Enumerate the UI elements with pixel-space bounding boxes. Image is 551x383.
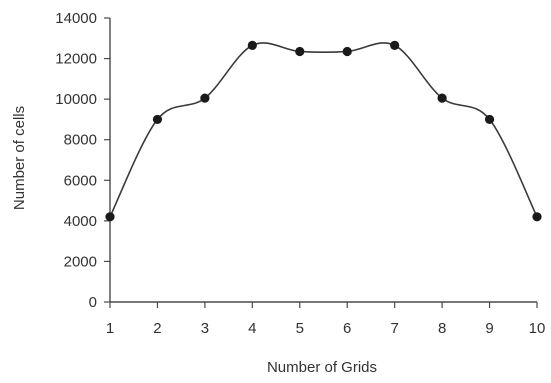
x-tick-label: 1 [106, 320, 114, 337]
x-tick-label: 8 [438, 320, 446, 337]
data-point [200, 93, 210, 103]
data-point [484, 114, 495, 125]
x-axis-title: Number of Grids [267, 359, 377, 376]
series-group [109, 42, 538, 218]
y-axis-title: Number of cells [11, 106, 28, 210]
data-point [247, 40, 257, 50]
y-tick-label: 0 [89, 294, 97, 311]
data-point [437, 93, 447, 103]
y-tick-label: 4000 [64, 213, 97, 230]
data-point [105, 212, 115, 222]
tick-group: 0 2000 4000 6000 8000 10000 12000 14000 1 2 3 4 5 6 7 8… [55, 10, 545, 337]
x-tick-label: 7 [390, 320, 398, 337]
data-point [390, 40, 400, 50]
y-tick-label: 2000 [64, 253, 97, 270]
x-tick-label: 4 [248, 320, 256, 337]
x-tick-label: 5 [296, 320, 304, 337]
y-tick-label: 14000 [55, 10, 97, 27]
data-point [295, 46, 305, 57]
y-tick-label: 10000 [55, 91, 97, 108]
x-tick-label: 6 [343, 320, 351, 337]
data-point [532, 212, 542, 222]
x-tick-label: 3 [201, 320, 209, 337]
x-tick-label: 10 [529, 320, 546, 337]
y-tick-label: 12000 [55, 51, 97, 68]
x-tick-label: 9 [485, 320, 493, 337]
series-line [109, 42, 538, 218]
x-tick-label: 2 [153, 320, 161, 337]
y-tick-label: 6000 [64, 172, 97, 189]
data-point [342, 46, 352, 57]
y-tick-label: 8000 [64, 132, 97, 149]
points-group [105, 40, 542, 222]
data-point [152, 114, 163, 125]
axes [109, 18, 537, 303]
